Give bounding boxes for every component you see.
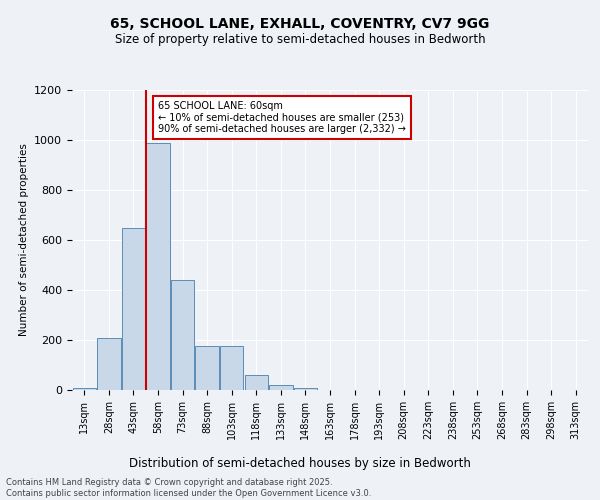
Text: Distribution of semi-detached houses by size in Bedworth: Distribution of semi-detached houses by … bbox=[129, 458, 471, 470]
Bar bbox=[146, 142, 170, 390]
Bar bbox=[97, 338, 121, 390]
Bar bbox=[220, 346, 244, 390]
Bar bbox=[122, 228, 145, 390]
Bar bbox=[269, 385, 293, 390]
Text: 65, SCHOOL LANE, EXHALL, COVENTRY, CV7 9GG: 65, SCHOOL LANE, EXHALL, COVENTRY, CV7 9… bbox=[110, 18, 490, 32]
Bar bbox=[245, 375, 268, 390]
Text: Contains HM Land Registry data © Crown copyright and database right 2025.
Contai: Contains HM Land Registry data © Crown c… bbox=[6, 478, 371, 498]
Bar bbox=[294, 388, 317, 390]
Bar bbox=[73, 388, 96, 390]
Bar bbox=[196, 346, 219, 390]
Bar bbox=[171, 280, 194, 390]
Text: 65 SCHOOL LANE: 60sqm
← 10% of semi-detached houses are smaller (253)
90% of sem: 65 SCHOOL LANE: 60sqm ← 10% of semi-deta… bbox=[158, 101, 406, 134]
Y-axis label: Number of semi-detached properties: Number of semi-detached properties bbox=[19, 144, 29, 336]
Text: Size of property relative to semi-detached houses in Bedworth: Size of property relative to semi-detach… bbox=[115, 32, 485, 46]
